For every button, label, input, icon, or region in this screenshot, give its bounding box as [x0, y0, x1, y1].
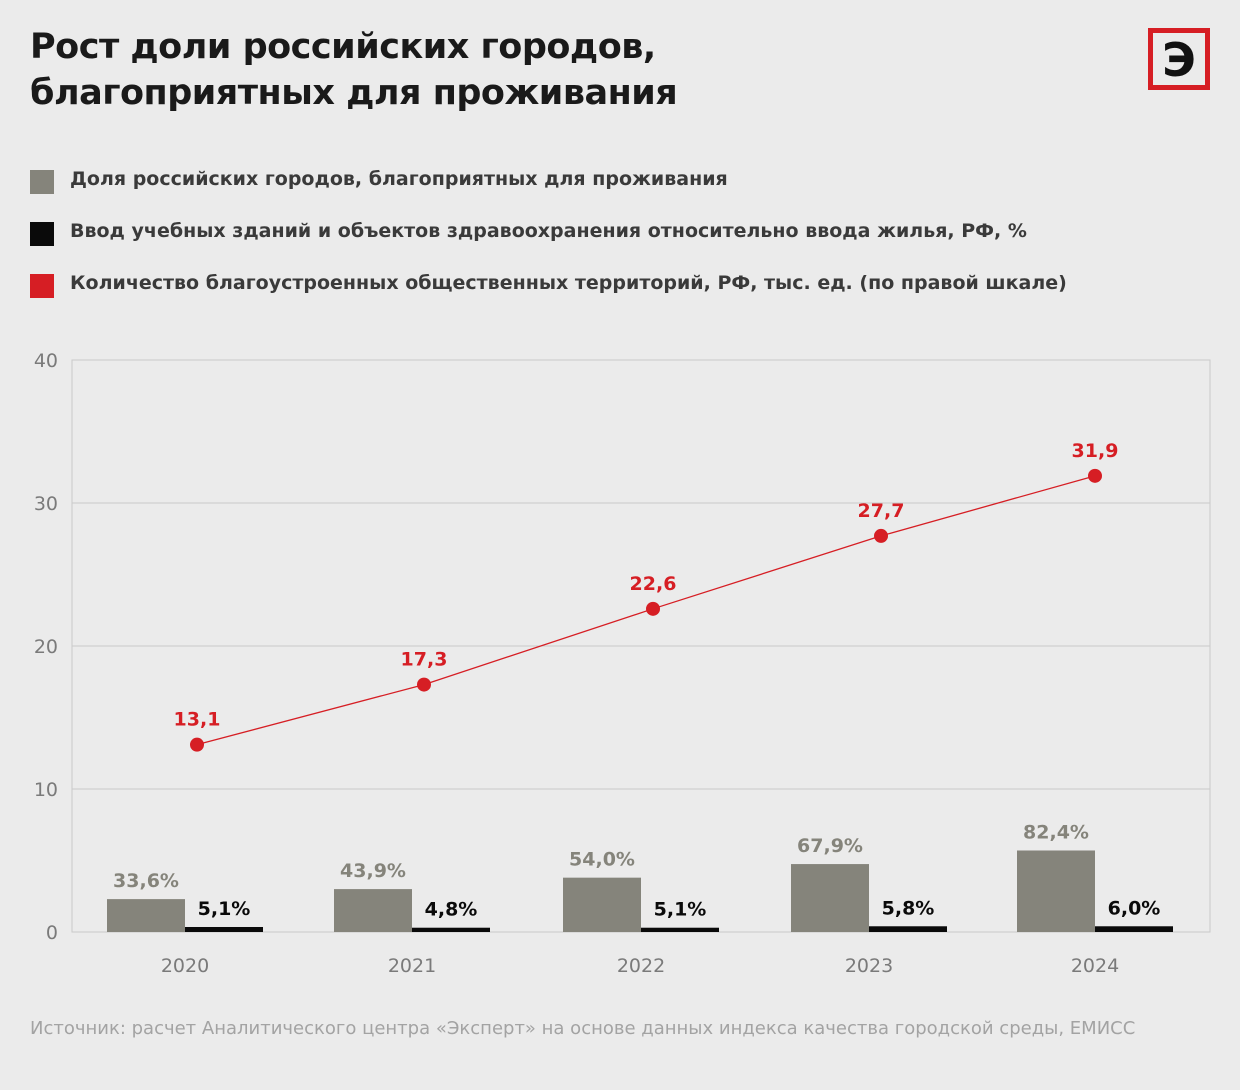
logo-glyph: Э	[1162, 33, 1196, 87]
bar-education-2022	[641, 927, 719, 932]
data-label-share-2021: 43,9%	[340, 860, 406, 882]
bar-education-2024	[1095, 926, 1173, 932]
bar-share-2024	[1017, 850, 1095, 932]
chart-title: Рост доли российских городов, благоприят…	[30, 24, 1030, 116]
data-label-territories-2021: 17,3	[401, 649, 448, 671]
source-note: Источник: расчет Аналитического центра «…	[30, 1018, 1136, 1039]
legend-label-territories: Количество благоустроенных общественных …	[70, 272, 1067, 294]
point-territories-2020	[190, 737, 204, 752]
bar-education-2023	[869, 926, 947, 932]
data-label-education-2020: 5,1%	[198, 898, 251, 920]
y-tick-label-10: 10	[34, 779, 58, 801]
data-label-share-2023: 67,9%	[797, 835, 863, 857]
line-territories	[196, 475, 1096, 746]
legend-swatch-territories	[30, 274, 54, 298]
y-tick-label-40: 40	[34, 350, 58, 372]
title-line-1: Рост доли российских городов,	[30, 27, 656, 67]
x-tick-label-2023: 2023	[845, 955, 893, 977]
logo-frame	[1148, 28, 1210, 90]
bar-share-2022	[563, 877, 641, 932]
x-tick-label-2020: 2020	[161, 955, 209, 977]
x-tick-label-2021: 2021	[388, 955, 436, 977]
data-label-territories-2020: 13,1	[174, 709, 221, 731]
y-tick-label-30: 30	[34, 493, 58, 515]
point-territories-2023	[874, 528, 888, 543]
point-territories-2022	[646, 601, 660, 616]
data-label-education-2024: 6,0%	[1108, 897, 1161, 919]
data-label-education-2023: 5,8%	[882, 897, 935, 919]
data-label-education-2021: 4,8%	[425, 899, 478, 921]
y-tick-label-0: 0	[46, 922, 58, 944]
data-label-education-2022: 5,1%	[654, 899, 707, 921]
title-line-2: благоприятных для проживания	[30, 73, 678, 113]
data-label-share-2022: 54,0%	[569, 849, 635, 871]
bar-education-2020	[185, 926, 263, 932]
legend-swatch-share	[30, 170, 54, 194]
legend-swatch-education	[30, 222, 54, 246]
bar-share-2020	[107, 899, 185, 932]
bar-share-2021	[334, 889, 412, 932]
expert-logo: Э	[1148, 28, 1210, 90]
legend-label-education: Ввод учебных зданий и объектов здравоохр…	[70, 220, 1027, 242]
point-territories-2021	[417, 677, 431, 692]
bar-education-2021	[412, 927, 490, 932]
data-label-territories-2024: 31,9	[1072, 440, 1119, 462]
chart-area: 0 10 20 30 40 33,6% 5,1% 2020 43,9% 4,8% 2021 54,0%…	[34, 350, 1211, 977]
data-label-share-2020: 33,6%	[113, 870, 179, 892]
x-tick-label-2024: 2024	[1071, 955, 1119, 977]
legend-label-share: Доля российских городов, благоприятных д…	[70, 168, 728, 190]
data-label-territories-2023: 27,7	[858, 500, 905, 522]
data-label-share-2024: 82,4%	[1023, 821, 1089, 843]
point-territories-2024	[1088, 468, 1102, 483]
bar-share-2023	[791, 864, 869, 932]
data-label-territories-2022: 22,6	[630, 573, 677, 595]
x-tick-label-2022: 2022	[617, 955, 665, 977]
y-tick-label-20: 20	[34, 636, 58, 658]
